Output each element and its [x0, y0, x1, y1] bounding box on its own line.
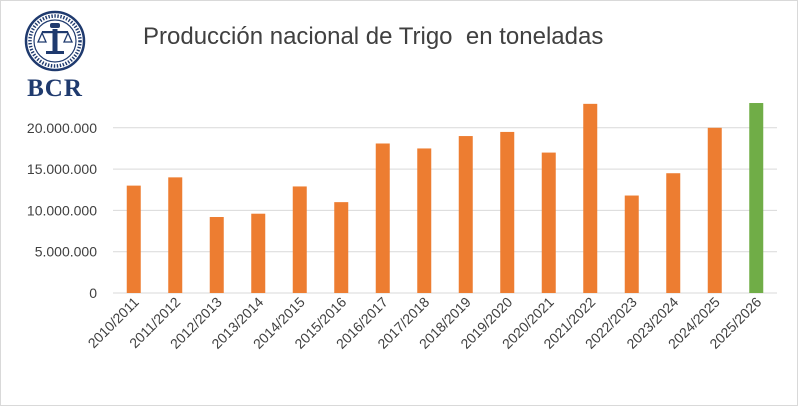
- bar-2010-2011: [126, 185, 141, 293]
- bar-2015-2016: [334, 202, 349, 293]
- y-axis-ticks: 0 5.000.000 10.000.000 15.000.000 20.000.000: [27, 120, 97, 301]
- bar-2018-2019: [458, 136, 473, 293]
- bar-2011-2012: [168, 177, 183, 293]
- bars: [126, 103, 764, 294]
- logo-text: BCR: [27, 75, 83, 102]
- bcr-seal-icon: [24, 10, 86, 72]
- bar-2020-2021: [541, 152, 556, 293]
- y-tick-label: 5.000.000: [35, 244, 97, 260]
- bar-2025-2026: [749, 103, 764, 294]
- bar-2019-2020: [500, 131, 515, 293]
- chart-title: Producción nacional de Trigo en tonelada…: [143, 23, 604, 50]
- bar-2017-2018: [417, 148, 432, 293]
- bar-2021-2022: [583, 103, 598, 293]
- bar-2012-2013: [209, 217, 224, 293]
- bar-2014-2015: [292, 186, 307, 293]
- x-axis-ticks: 2010/20112011/20122012/20132013/20142014…: [84, 294, 764, 352]
- y-tick-label: 0: [89, 285, 97, 301]
- y-tick-label: 15.000.000: [27, 161, 97, 177]
- bar-2022-2023: [624, 195, 639, 293]
- bar-2024-2025: [707, 127, 722, 293]
- bar-2016-2017: [375, 143, 390, 293]
- y-tick-label: 20.000.000: [27, 120, 97, 136]
- bar-2013-2014: [251, 213, 266, 293]
- bar-2023-2024: [666, 173, 681, 293]
- y-tick-label: 10.000.000: [27, 202, 97, 218]
- bcr-logo: BCR: [15, 9, 95, 102]
